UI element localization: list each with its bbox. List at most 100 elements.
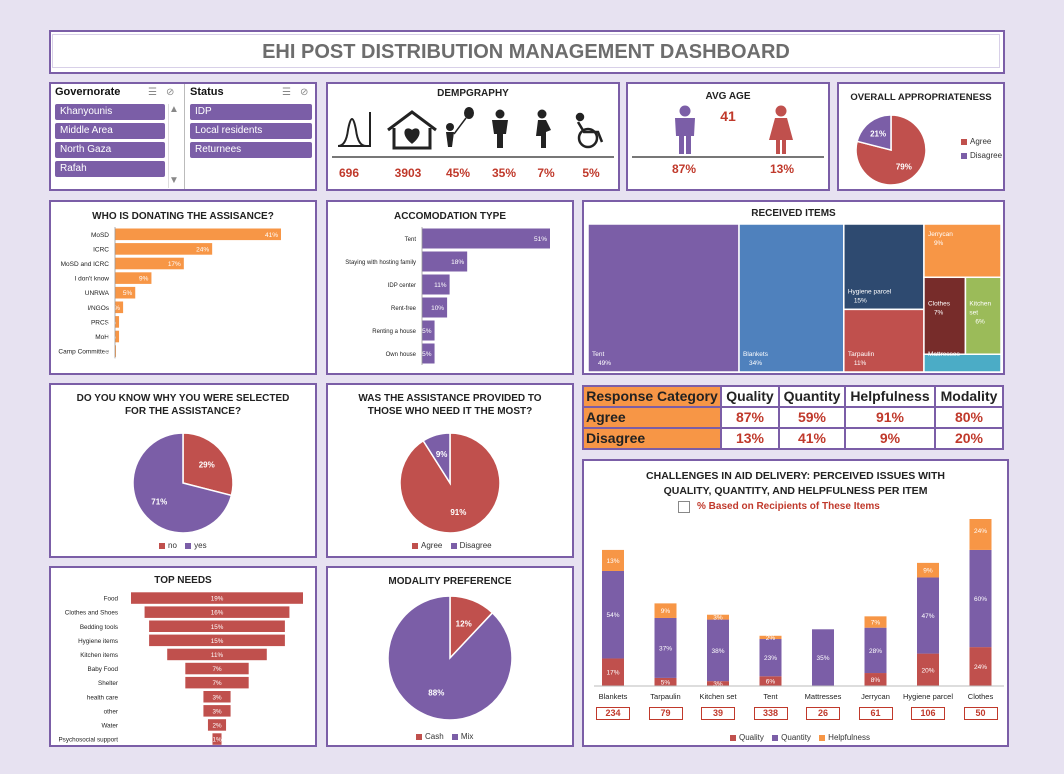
multi-select-icon[interactable]: ☰ [148,87,157,98]
chart-title: TOP NEEDS [154,575,212,586]
table-header: Helpfulness [846,387,936,408]
table-header: Quality [722,387,780,408]
stacked-bar-segment [759,635,782,640]
received-items-panel: RECEIVED ITEMS Tent 49% Blankets 34% Hygiene… [582,200,1005,375]
category-label: I/NGOs [87,305,109,312]
clear-filter-icon[interactable]: ⊘ [166,87,175,98]
bar [203,705,231,717]
data-label: 6% [766,679,776,686]
pie-slice [422,432,451,486]
data-label: 7% [212,666,222,673]
data-label: 24% [196,246,209,253]
data-label: 10% [431,305,444,312]
category-label: Shelter [98,680,118,687]
bar [212,733,222,745]
table-cell: Disagree [584,429,722,448]
female-percent: 13% [769,162,795,176]
treemap-value: 15% [854,297,867,304]
category-label: Food [104,596,119,603]
avg-age-divider [632,156,824,158]
data-label: 91% [450,508,466,517]
category-label: Clothes and Shoes [65,610,118,617]
subtitle-checkbox[interactable] [678,501,690,513]
data-label: 71% [151,497,167,506]
chart-title-line2: QUALITY, QUANTITY, AND HELPFULNESS PER I… [663,485,928,497]
data-label: 2% [766,635,776,642]
slicer-item-khanyounis[interactable]: Khanyounis [55,104,165,120]
scroll-up-icon[interactable]: ▲ [169,104,179,115]
data-label: 1% [107,334,117,341]
data-label: 16% [211,610,224,617]
slicer-scrollbar[interactable] [168,104,178,188]
data-label: 5% [422,351,432,358]
stacked-bar-segment [654,603,677,618]
slicer-item-rafah[interactable]: Rafah [55,161,165,177]
stacked-bar-segment [707,681,729,686]
data-label: 5% [422,328,432,335]
female-icon [769,105,793,154]
house-heart-icon [387,110,437,150]
bar [422,274,450,295]
stacked-bar-segment [602,570,624,659]
challenges-panel: CHALLENGES IN AID DELIVERY: PERCEIVED IS… [582,459,1009,747]
legend-mix: Mix [460,732,474,741]
table-header: Response Category [584,387,722,408]
scroll-down-icon[interactable]: ▼ [169,175,179,186]
legend-disagree: Disagree [459,541,492,550]
stacked-bar-segment [917,653,939,686]
table-cell: 59% [780,408,846,429]
legend-no: no [168,541,177,550]
category-label: Hygiene items [78,638,118,645]
legend-helpfulness: Helpfulness [828,733,870,742]
appropriateness-pie: 79% 21% [855,114,927,186]
data-label: 37% [659,645,672,652]
pie-legend: Agree Disagree [406,541,492,550]
chart-title-line2: THOSE WHO NEED IT THE MOST? [367,406,533,417]
multi-select-icon[interactable]: ☰ [282,87,291,98]
slicer-item-local-residents[interactable]: Local residents [190,123,312,139]
data-label: 7% [871,620,881,627]
category-label: Blankets [599,692,628,701]
stacked-bar-segment [759,639,782,677]
treemap-label: set [969,309,978,316]
stacked-bar-segment [917,577,939,654]
slicer-item-returnees[interactable]: Returnees [190,142,312,158]
category-label: UNRWA [85,290,110,297]
table-cell: 9% [846,429,936,448]
data-label: 41% [265,232,278,239]
bar [422,320,435,341]
treemap-cell [738,223,845,373]
needy-panel: WAS THE ASSISTANCE PROVIDED TO THOSE WHO… [326,383,574,558]
slicer-item-idp[interactable]: IDP [190,104,312,120]
category-label: Rent-free [391,306,417,312]
title-panel [49,30,1005,74]
pie-slice [132,432,233,534]
slicer-item-middle-area[interactable]: Middle Area [55,123,165,139]
data-label: 21% [870,129,886,138]
data-label: 1% [212,737,222,744]
received-items-treemap: Tent 49% Blankets 34% Hygiene parcel 15% Tarpa… [587,223,1002,373]
data-label: 29% [199,461,215,470]
dashboard-title: EHI POST DISTRIBUTION MANAGEMENT DASHBOA… [52,34,1000,68]
chart-legend: Quality Quantity Helpfulness [724,733,870,742]
legend-yes: yes [194,541,207,550]
treemap-label: Blankets [743,351,769,358]
bar [115,345,116,357]
bar [185,662,249,675]
data-label: 19% [211,596,224,603]
clear-filter-icon[interactable]: ⊘ [300,87,309,98]
bar [149,620,285,632]
legend-cash: Cash [425,732,444,741]
category-label: Staying with hosting family [345,260,416,266]
data-label: 88% [428,689,444,698]
stacked-bar-segment [602,658,624,686]
chart-title: CHALLENGES IN AID DELIVERY: PERCEIVED IS… [646,470,945,482]
treemap-label: Mattresses [928,351,961,358]
treemap-cell [843,308,925,373]
stacked-bar-segment [759,676,782,686]
data-label: 79% [896,163,912,172]
stacked-bar-segment [969,519,992,550]
bar [115,228,281,241]
slicer-item-north-gaza[interactable]: North Gaza [55,142,165,158]
treemap-cell [923,276,967,355]
